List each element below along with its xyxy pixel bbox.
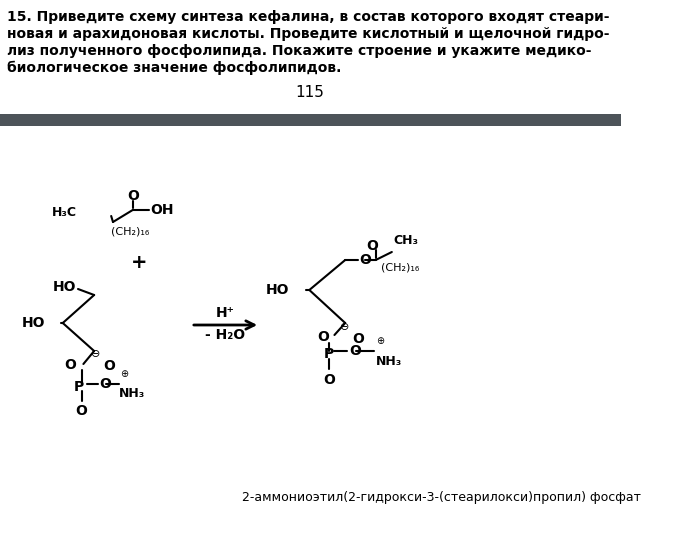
Text: ⊖: ⊖ xyxy=(340,322,349,332)
Text: O: O xyxy=(323,373,335,387)
Text: HO: HO xyxy=(21,316,45,330)
Text: HO: HO xyxy=(266,283,290,297)
Text: (CH₂)₁₆: (CH₂)₁₆ xyxy=(111,227,150,237)
Text: NH₃: NH₃ xyxy=(119,387,146,400)
Text: HO: HO xyxy=(53,280,76,294)
Text: H⁺: H⁺ xyxy=(216,306,234,320)
Text: H₃C: H₃C xyxy=(52,206,77,218)
Text: O: O xyxy=(103,359,115,373)
Text: O: O xyxy=(349,344,360,358)
Text: 115: 115 xyxy=(296,85,325,100)
Text: O: O xyxy=(317,330,329,344)
Text: 15. Приведите схему синтеза кефалина, в состав которого входят стеари-: 15. Приведите схему синтеза кефалина, в … xyxy=(7,10,610,24)
Text: O: O xyxy=(76,404,87,418)
Text: 2-аммониоэтил(2-гидрокси-3-(стеарилокси)пропил) фосфат: 2-аммониоэтил(2-гидрокси-3-(стеарилокси)… xyxy=(242,492,641,505)
Bar xyxy=(0,114,622,126)
Text: ⊕: ⊕ xyxy=(120,369,128,379)
Text: биологическое значение фосфолипидов.: биологическое значение фосфолипидов. xyxy=(7,61,342,75)
Text: лиз полученного фосфолипида. Покажите строение и укажите медико-: лиз полученного фосфолипида. Покажите ст… xyxy=(7,44,592,58)
Text: O: O xyxy=(360,253,371,267)
Text: новая и арахидоновая кислоты. Проведите кислотный и щелочной гидро-: новая и арахидоновая кислоты. Проведите … xyxy=(7,27,610,41)
Text: - H₂O: - H₂O xyxy=(205,328,245,342)
Text: ⊕: ⊕ xyxy=(376,336,384,346)
Text: ⊖: ⊖ xyxy=(91,349,100,359)
Text: O: O xyxy=(366,239,378,253)
Text: P: P xyxy=(324,347,334,361)
Text: +: + xyxy=(131,253,147,273)
Text: O: O xyxy=(352,332,365,346)
Text: (CH₂)₁₆: (CH₂)₁₆ xyxy=(381,262,419,272)
Text: CH₃: CH₃ xyxy=(394,233,419,246)
Text: P: P xyxy=(73,380,84,394)
Text: O: O xyxy=(64,358,76,372)
Text: NH₃: NH₃ xyxy=(376,355,402,368)
Text: OH: OH xyxy=(150,203,174,217)
Text: O: O xyxy=(100,377,112,391)
Text: O: O xyxy=(127,189,139,203)
